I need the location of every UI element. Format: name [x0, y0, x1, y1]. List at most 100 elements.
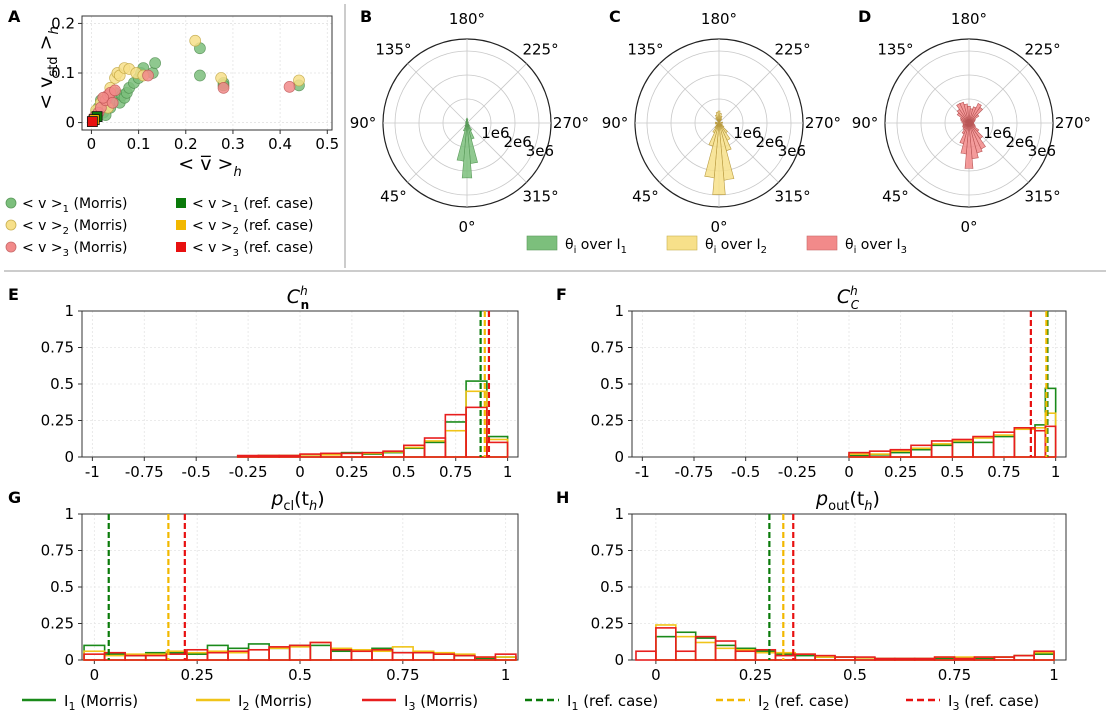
polar-radial-label: 2e6	[1006, 133, 1034, 151]
legend-label-v1-ref: < v >1 (ref. case)	[192, 196, 313, 215]
panel-label-d: D	[858, 7, 871, 26]
hist-tick-label-x: 0.25	[180, 666, 213, 684]
legend-label-v3-ref: < v >3 (ref. case)	[192, 240, 313, 259]
hist-bar-1	[1034, 424, 1047, 458]
hist-tick-label-x: -1	[85, 463, 100, 481]
scatter-y-label: < vstd >h	[35, 26, 62, 110]
hist-bar-3	[486, 441, 509, 458]
hist-bar-3	[635, 650, 657, 661]
hist-bar-2	[247, 648, 270, 661]
hist-tick-label-y: 0.5	[50, 578, 74, 596]
scatter-point-morris-1	[149, 57, 161, 69]
hist-tick-label-x: -0.25	[778, 463, 817, 481]
hist-tick-label-x: 0.75	[938, 666, 971, 684]
scatter-x-label: < v̅ >h	[178, 153, 241, 180]
hist-bar-3	[834, 656, 856, 661]
legend-text-i2-morris: I2 (Morris)	[238, 692, 312, 713]
scatter-legend: < v >1 (Morris) < v >2 (Morris) < v >3 (…	[5, 196, 313, 259]
hist-bar-3	[257, 454, 281, 458]
hist-tick-label-y: 0.5	[600, 578, 624, 596]
polar-angle-label: 45°	[632, 188, 659, 206]
polar-angle-label: 270°	[805, 114, 841, 132]
scatter-tick-label-x: 0.5	[315, 135, 339, 153]
hist-tick-label-y: 0.25	[41, 412, 74, 430]
hist-tick-label-y: 0.5	[600, 375, 624, 393]
hist-bar-3	[412, 651, 435, 661]
hist-bar-1	[309, 644, 332, 661]
hist-tick-label-x: 0.25	[739, 666, 772, 684]
hist-bar-1	[330, 650, 353, 661]
polar-bar	[959, 101, 970, 124]
hist-tick-label-y: 0.75	[591, 339, 624, 357]
scatter-tick-label-x: 0.3	[221, 135, 245, 153]
hist-bar-3	[953, 657, 976, 661]
polar-angle-label: 90°	[602, 114, 629, 132]
polar-angle-label: 180°	[951, 10, 987, 28]
hist-bar-1	[268, 647, 291, 661]
polar-angle-label: 270°	[553, 114, 589, 132]
polar-spoke	[909, 122, 970, 183]
hist-bar-1	[655, 635, 677, 661]
polar-angle-label: 180°	[449, 10, 485, 28]
hist-tick-label-x: 0.75	[439, 463, 472, 481]
scatter-tick-label-x: 0.1	[127, 135, 151, 153]
hist-tick-label-x: 0.75	[987, 463, 1020, 481]
hist-bar-1	[227, 647, 250, 661]
histogram-e: 0 0.25 0.5 0.75 1 -1 -0.75 -0.5 -0.25 0 0.25 0.5 0.7…	[41, 302, 519, 481]
polar-radial-label: 2e6	[756, 133, 784, 151]
hist-bar-3	[1013, 654, 1035, 661]
scatter-point-morris-2	[189, 34, 202, 47]
hist-bar-1	[403, 447, 426, 458]
hist-bar-1	[432, 653, 456, 661]
hist-bar-3	[494, 653, 517, 661]
hist-bar-3	[655, 627, 677, 661]
polar-bar	[456, 122, 468, 162]
polar-radial-label: 1e6	[983, 124, 1011, 142]
hist-tick-label-y: 0.25	[41, 615, 74, 633]
hist-tick-label-y: 0	[614, 448, 624, 466]
hist-tick-label-x: -0.25	[229, 463, 268, 481]
hist-bar-3	[1033, 650, 1055, 661]
scatter-point-morris-2	[215, 72, 228, 84]
polar-bar	[715, 121, 720, 124]
histogram-h: 0 0.25 0.5 0.75 1 0 0.25 0.5 0.75 1	[591, 505, 1067, 684]
hist-bar-3	[674, 650, 697, 661]
polar-legend-label-2: θi over I2	[705, 237, 767, 256]
polar-radial-label: 1e6	[733, 124, 761, 142]
panel-label-e: E	[8, 285, 19, 304]
hist-bar-3	[714, 640, 737, 661]
hist-tick-label-x: -0.5	[182, 463, 211, 481]
title-g: pcl(th)	[270, 488, 324, 514]
polar-bar	[712, 122, 726, 196]
polar-spoke	[718, 63, 779, 124]
polar-angle-label: 45°	[882, 188, 909, 206]
hist-tick-label-x: -0.75	[125, 463, 164, 481]
hist-tick-label-y: 0.25	[591, 412, 624, 430]
polar-bar	[465, 120, 468, 124]
polar-legend-swatch-2	[666, 235, 698, 251]
polar-radial-label: 3e6	[778, 142, 806, 160]
hist-tick-label-x: 0.25	[884, 463, 917, 481]
hist-bar-2	[754, 651, 777, 661]
polar-spoke	[407, 122, 468, 183]
scatter-tick-label-y: 0.2	[51, 14, 75, 32]
legend-text-i1-ref: I1 (ref. case)	[567, 692, 658, 713]
polar-angle-label: 315°	[774, 188, 810, 206]
hist-tick-label-x: -0.5	[731, 463, 760, 481]
panel-label-f: F	[556, 285, 567, 304]
hist-tick-label-y: 1	[614, 302, 624, 320]
hist-bar-2	[951, 440, 974, 458]
hist-bar-1	[247, 643, 270, 661]
hist-bar-3	[350, 650, 373, 661]
hist-bar-3	[144, 654, 168, 661]
polar-angle-label: 90°	[350, 114, 377, 132]
panel-label-g: G	[8, 488, 21, 507]
polar-bar	[964, 122, 974, 169]
polar-spoke	[407, 63, 468, 124]
polar-angle-label: 180°	[701, 10, 737, 28]
polar-bar	[466, 122, 475, 140]
scatter-point-ref-3	[86, 116, 98, 127]
scatter-point-morris-2	[293, 74, 305, 87]
title-e: Ch n	[287, 284, 309, 312]
